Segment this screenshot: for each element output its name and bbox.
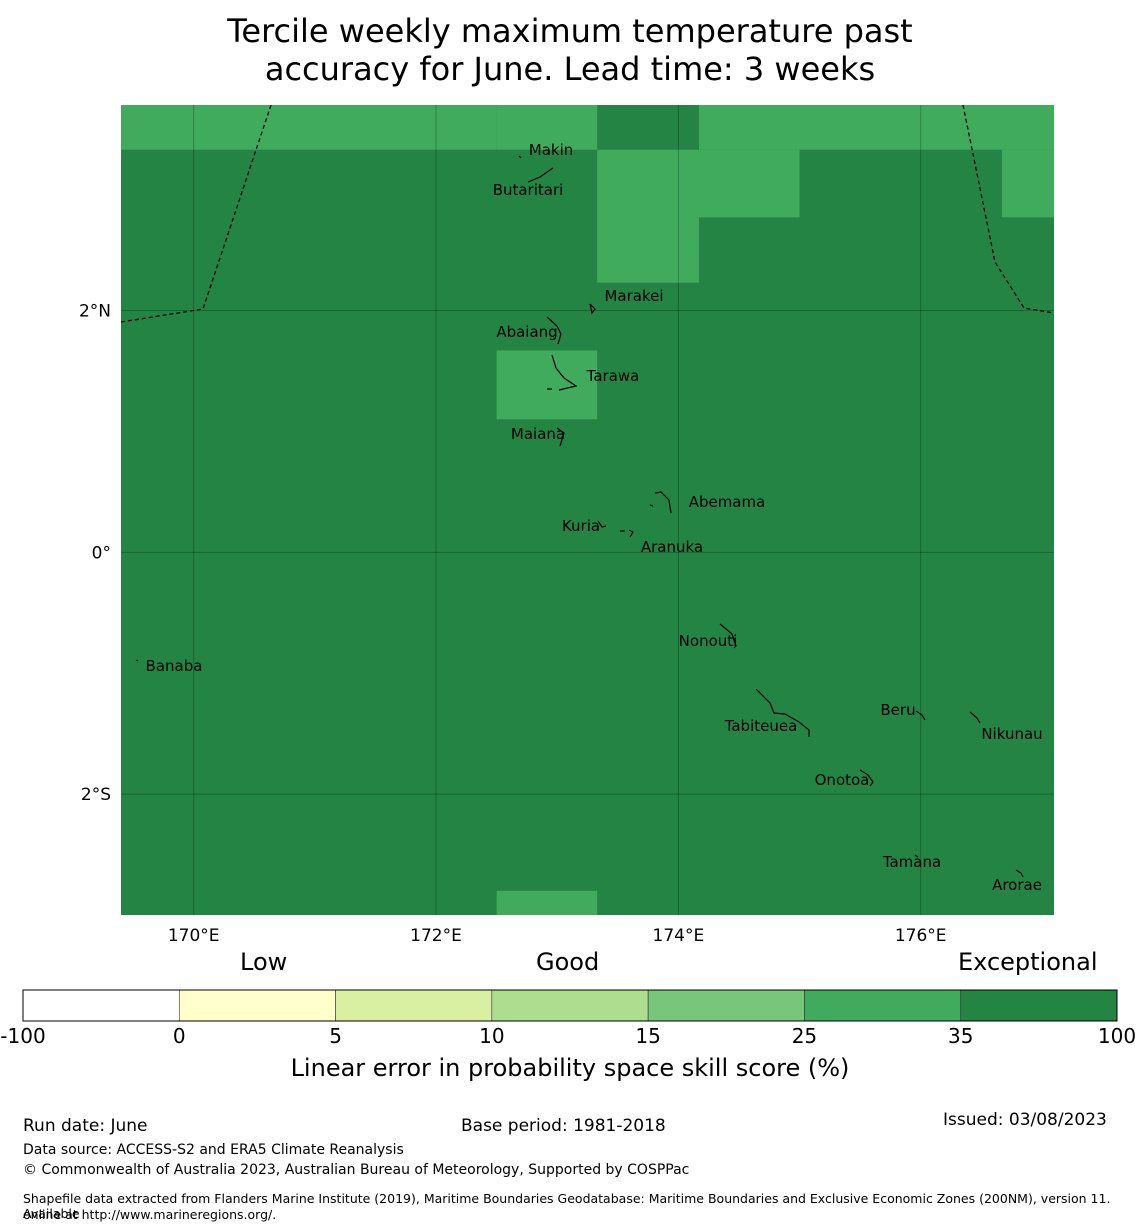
island-label: Beru	[880, 701, 915, 719]
skill-cell	[496, 105, 598, 150]
island-outline	[1015, 869, 1024, 878]
island-outline	[135, 659, 139, 662]
island-label: Tarawa	[586, 367, 640, 385]
copyright: © Commonwealth of Australia 2023, Austra…	[23, 1162, 690, 1178]
skill-cell	[597, 149, 699, 283]
island-label: Onotoa	[815, 771, 870, 789]
colorbar-tick-label: 15	[635, 1024, 661, 1048]
data-source: Data source: ACCESS-S2 and ERA5 Climate …	[23, 1142, 404, 1158]
y-tick-label: 0°	[92, 543, 111, 563]
island-outline	[969, 711, 981, 724]
island-label: Makin	[529, 141, 574, 159]
island-label: Aranuka	[641, 538, 703, 556]
colorbar	[22, 989, 1118, 1022]
island-outline	[915, 710, 926, 721]
colorbar-segment	[491, 989, 649, 1022]
map-title-line-1: Tercile weekly maximum temperature past	[227, 12, 913, 50]
colorbar-segment	[178, 989, 336, 1022]
colorbar-tick-label: 10	[479, 1024, 505, 1048]
island-label: Tabiteuea	[724, 717, 798, 735]
island-label: Arorae	[992, 876, 1042, 894]
colorbar-segment	[960, 989, 1118, 1022]
run-date: Run date: June	[23, 1116, 148, 1136]
island-outline	[589, 303, 596, 315]
colorbar-tick-label: -100	[0, 1024, 46, 1048]
island-outline	[551, 354, 578, 391]
map-title-line-2: accuracy for June. Lead time: 3 weeks	[264, 50, 876, 88]
island-outline	[518, 155, 522, 159]
x-tick-label: 174°E	[653, 926, 705, 946]
eez-boundary-east	[962, 104, 1055, 314]
island-label: Marakei	[604, 287, 663, 305]
skill-cell	[698, 149, 800, 218]
island-outline	[755, 688, 810, 737]
island-label: Abemama	[689, 493, 766, 511]
colorbar-segment	[335, 989, 493, 1022]
skill-cell	[496, 890, 598, 915]
island-label: Nikunau	[981, 725, 1042, 743]
shapefile-credit-1: Shapefile data extracted from Flanders M…	[23, 1191, 1111, 1221]
colorbar-tick-label: 0	[172, 1024, 186, 1048]
island-outline	[649, 504, 654, 507]
colorbar-frame	[22, 989, 1118, 1022]
colorbar-label-good: Good	[536, 948, 600, 976]
colorbar-tick-label: 25	[791, 1024, 818, 1048]
y-tick-label: 2°N	[79, 302, 111, 322]
x-tick-label: 172°E	[410, 926, 462, 946]
island-outline	[859, 769, 874, 787]
colorbar-tick-label: 5	[329, 1024, 342, 1048]
island-label: Tamana	[882, 853, 941, 871]
island-outline	[719, 623, 737, 649]
island-label: Kuria	[562, 517, 600, 535]
island-label: Butaritari	[493, 181, 564, 199]
base-period: Base period: 1981-2018	[461, 1116, 666, 1136]
map-plot-area: 170°E 172°E 174°E 176°E 2°N 0° 2°S Makin Butarit…	[79, 104, 1055, 946]
skill-cell	[496, 350, 598, 420]
island-outline	[597, 520, 607, 528]
island-outline	[556, 427, 565, 447]
colorbar-tick-label: 100	[1097, 1024, 1137, 1048]
issued-date: Issued: 03/08/2023	[943, 1110, 1107, 1130]
eez-boundary-west	[120, 104, 272, 323]
colorbar-segment	[22, 989, 180, 1022]
x-tick-label: 170°E	[168, 926, 220, 946]
skill-background	[121, 105, 1054, 915]
skill-cell	[1001, 149, 1054, 218]
skill-cell	[121, 105, 497, 150]
island-outline	[546, 316, 562, 345]
island-outline	[527, 167, 554, 183]
island-label: Abaiang	[496, 323, 557, 341]
x-tick-label: 176°E	[895, 926, 947, 946]
island-label: Banaba	[146, 657, 203, 675]
skill-cell	[698, 105, 1054, 150]
island-outline	[914, 854, 919, 858]
colorbar-segment	[647, 989, 805, 1022]
island-outline	[654, 491, 672, 514]
shapefile-credit-2: online at http://www.marineregions.org/.	[23, 1207, 277, 1222]
colorbar-axis-label: Linear error in probability space skill …	[290, 1054, 850, 1082]
colorbar-label-exceptional: Exceptional	[958, 948, 1098, 976]
colorbar-label-low: Low	[240, 948, 288, 976]
colorbar-tick-label: 35	[947, 1024, 974, 1048]
island-label: Maiana	[511, 425, 565, 443]
skill-map: 170°E 172°E 174°E 176°E 2°N 0° 2°S Makin Butarit…	[22, 104, 1118, 1022]
island-outline	[628, 529, 634, 538]
colorbar-segment	[804, 989, 962, 1022]
y-tick-label: 2°S	[81, 785, 111, 805]
island-label: Nonouti	[679, 632, 738, 650]
